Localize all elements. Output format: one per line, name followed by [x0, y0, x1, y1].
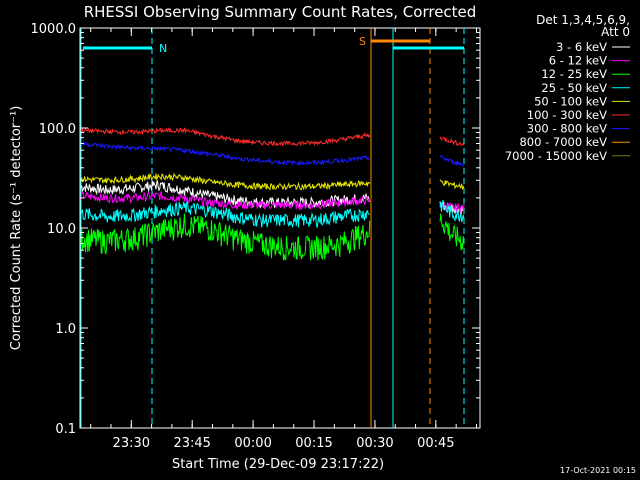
series-line-6-after-gap: [439, 154, 465, 168]
footer-timestamp: 17-Oct-2021 00:15: [560, 466, 636, 475]
series-line-5: [80, 127, 371, 147]
series-line-5-after-gap: [439, 136, 465, 146]
legend-label: 6 - 12 keV: [549, 54, 607, 68]
y-tick-label: 1000.0: [31, 22, 77, 37]
legend-label: 25 - 50 keV: [541, 81, 607, 95]
x-axis-label: Start Time (29-Dec-09 23:17:22): [172, 457, 384, 472]
legend-label: 7000 - 15000 keV: [505, 149, 607, 163]
x-tick-label: 00:30: [356, 436, 393, 451]
ticks-layer: 1000.0 100.0 10.0 1.0 0.1 23:30 23:45 00:00 00:1…: [31, 22, 480, 451]
series-line-6: [80, 139, 370, 166]
flag-layer: NS: [80, 28, 465, 428]
legend-header-line-2: Att 0: [601, 25, 630, 39]
chart-title: RHESSI Observing Summary Count Rates, Co…: [84, 3, 477, 21]
legend-label: 100 - 300 keV: [527, 108, 607, 122]
x-tick-label: 23:45: [173, 436, 210, 451]
series-line-4: [80, 172, 371, 191]
legend-label: 300 - 800 keV: [527, 122, 607, 136]
series-line-2: [80, 213, 371, 261]
y-axis-label: Corrected Count Rate (s⁻¹ detector⁻¹): [9, 106, 24, 351]
legend-label: 800 - 7000 keV: [519, 135, 607, 149]
x-tick-label: 00:45: [417, 436, 454, 451]
series-line-1: [80, 190, 371, 211]
legend-header-line-1: Det 1,3,4,5,6,9,: [536, 13, 630, 27]
series-line-3-after-gap: [439, 199, 465, 223]
series-layer: [80, 127, 465, 261]
x-tick-label: 00:00: [234, 436, 271, 451]
legend-label: 3 - 6 keV: [556, 40, 607, 54]
series-line-4-after-gap: [439, 179, 465, 191]
legend-label: 12 - 25 keV: [541, 67, 607, 81]
y-tick-label: 10.0: [47, 222, 76, 237]
y-tick-label: 0.1: [55, 422, 76, 437]
series-line-3: [80, 201, 370, 229]
night-flag-label: N: [159, 42, 167, 55]
y-tick-label: 1.0: [55, 322, 76, 337]
x-tick-label: 23:30: [113, 436, 150, 451]
x-tick-label: 00:15: [295, 436, 332, 451]
saa-flag-label: S: [359, 35, 366, 48]
y-tick-label: 100.0: [39, 122, 76, 137]
series-line-0: [80, 179, 371, 210]
series-line-2-after-gap: [439, 213, 465, 251]
legend-label: 50 - 100 keV: [534, 94, 607, 108]
